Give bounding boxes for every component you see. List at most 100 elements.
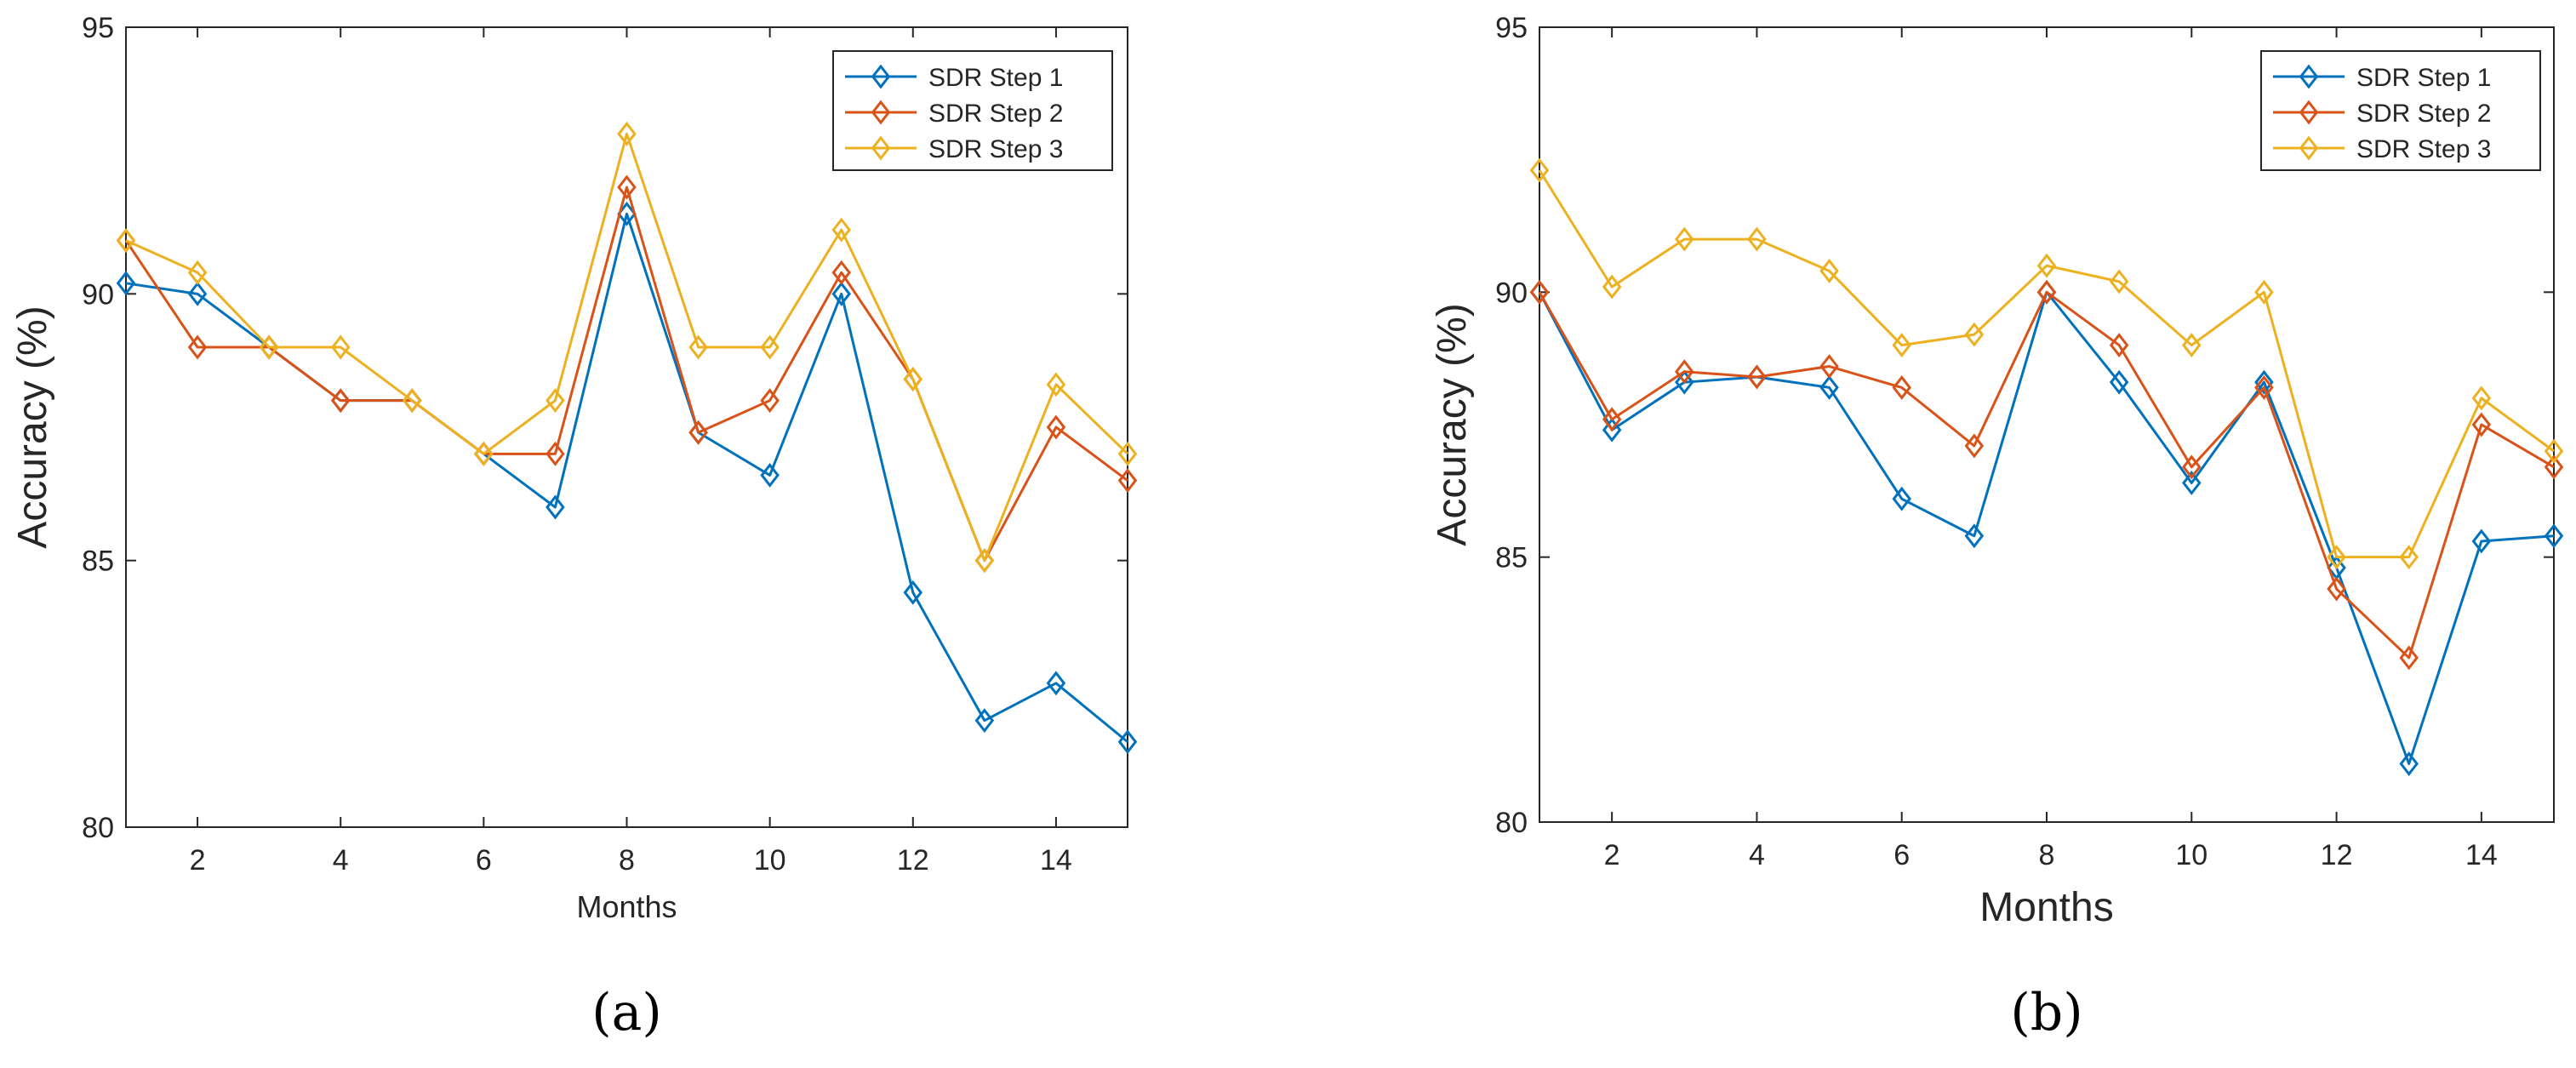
data-point-step-3 (1819, 258, 1839, 283)
data-point-step-3 (1675, 226, 1694, 252)
data-point-step-2 (760, 388, 780, 414)
y-tick-label: 90 (82, 278, 114, 311)
data-point-step-2 (2327, 576, 2346, 602)
x-tick-label: 12 (897, 844, 929, 877)
legend-entry-3: SDR Step 3 (928, 135, 1063, 163)
data-point-step-3 (2036, 253, 2057, 278)
data-point-step-3 (974, 548, 995, 574)
data-point-step-3 (2254, 279, 2274, 305)
data-point-step-2 (2182, 454, 2202, 480)
legend-box (2260, 50, 2541, 171)
data-point-step-1 (903, 580, 923, 605)
data-point-step-3 (2399, 545, 2419, 570)
data-point-step-3 (2327, 545, 2346, 570)
y-tick-label: 95 (1495, 12, 1528, 44)
series-line-3 (1538, 169, 2555, 559)
data-point-step-2 (2544, 454, 2564, 480)
data-point-step-3 (1529, 157, 1550, 183)
data-point-step-2 (2109, 333, 2129, 358)
data-point-step-2 (1964, 433, 1985, 459)
x-tick-label: 10 (754, 844, 786, 877)
data-point-step-3 (2182, 333, 2202, 358)
x-tick-label: 6 (476, 844, 492, 877)
data-point-step-1 (187, 281, 208, 306)
legend-entry-1: SDR Step 1 (2356, 64, 2491, 92)
data-point-step-3 (403, 388, 422, 414)
y-tick-label: 80 (1495, 807, 1528, 839)
data-point-step-1 (545, 494, 565, 520)
y-axis-label: Accuracy (%) (1430, 303, 1475, 545)
legend-marker-3 (2299, 135, 2319, 161)
legend-entry-3: SDR Step 3 (2356, 135, 2491, 163)
y-axis-label: Accuracy (%) (10, 306, 55, 548)
series-line-3 (125, 132, 1129, 563)
data-point-step-1 (760, 462, 780, 488)
series-line-2 (1538, 290, 2555, 660)
legend-marker-1 (871, 64, 891, 89)
data-point-step-1 (1046, 671, 1066, 696)
data-point-step-3 (545, 388, 565, 414)
data-point-step-1 (1602, 417, 1622, 443)
data-point-step-2 (2254, 374, 2274, 400)
data-point-step-2 (1819, 354, 1839, 379)
data-point-step-3 (760, 334, 780, 360)
data-point-step-3 (2109, 269, 2129, 294)
legend-marker-2 (2299, 100, 2319, 125)
data-point-step-3 (1892, 333, 1911, 358)
data-point-step-3 (831, 217, 851, 243)
data-point-step-2 (1046, 414, 1066, 440)
data-point-step-1 (2471, 528, 2492, 554)
data-point-step-3 (1117, 441, 1138, 466)
y-tick-label: 85 (82, 545, 114, 578)
legend: SDR Step 1 SDR Step 2 SDR Step 3 (2260, 50, 2541, 171)
data-point-step-3 (2544, 438, 2564, 464)
x-tick-label: 8 (619, 844, 635, 877)
data-point-step-2 (2471, 412, 2492, 437)
data-point-step-1 (116, 271, 136, 296)
x-tick-label: 10 (2175, 839, 2208, 871)
data-point-step-2 (1602, 407, 1622, 432)
x-tick-label: 2 (190, 844, 206, 877)
x-tick-label: 4 (333, 844, 349, 877)
data-point-step-2 (1747, 364, 1767, 390)
data-point-step-1 (2399, 751, 2419, 776)
legend-marker-3 (871, 135, 891, 161)
y-tick-label: 95 (82, 12, 114, 44)
data-point-step-3 (474, 441, 494, 466)
legend-entry-2: SDR Step 2 (928, 100, 1063, 128)
data-point-step-3 (116, 228, 136, 254)
data-point-step-1 (974, 708, 995, 734)
x-tick-label: 2 (1604, 839, 1620, 871)
panel-label: (b) (2010, 983, 2082, 1042)
data-point-step-3 (688, 334, 708, 360)
legend-entry-2: SDR Step 2 (2356, 100, 2491, 128)
y-tick-label: 85 (1495, 542, 1528, 574)
data-point-step-1 (831, 281, 851, 306)
data-point-step-3 (1602, 274, 1622, 300)
data-point-step-3 (259, 334, 279, 360)
y-tick-label: 90 (1495, 277, 1528, 309)
data-point-step-2 (2036, 279, 2057, 305)
data-point-step-1 (1675, 369, 1694, 395)
legend-entry-1: SDR Step 1 (928, 64, 1063, 92)
data-point-step-2 (2399, 645, 2419, 671)
legend-box (832, 50, 1113, 171)
legend-marker-2 (871, 100, 891, 125)
y-tick-label: 80 (82, 812, 114, 844)
data-point-step-1 (1819, 374, 1839, 400)
data-point-step-2 (831, 260, 851, 285)
data-point-step-3 (330, 334, 351, 360)
data-point-step-1 (1117, 729, 1138, 755)
data-point-step-1 (2254, 369, 2274, 395)
x-axis-label: Months (576, 889, 677, 924)
x-axis-label: Months (1979, 885, 2113, 930)
data-point-step-2 (545, 441, 565, 466)
data-point-step-3 (1747, 226, 1767, 252)
x-tick-label: 14 (1040, 844, 1072, 877)
x-tick-label: 8 (2039, 839, 2055, 871)
data-point-step-1 (2544, 523, 2564, 549)
data-point-step-2 (330, 388, 351, 414)
panel-1: 2 4 6 8 10 12 14 80 85 90 95 Months Accuracy (%) SDR … (1430, 12, 2564, 1042)
